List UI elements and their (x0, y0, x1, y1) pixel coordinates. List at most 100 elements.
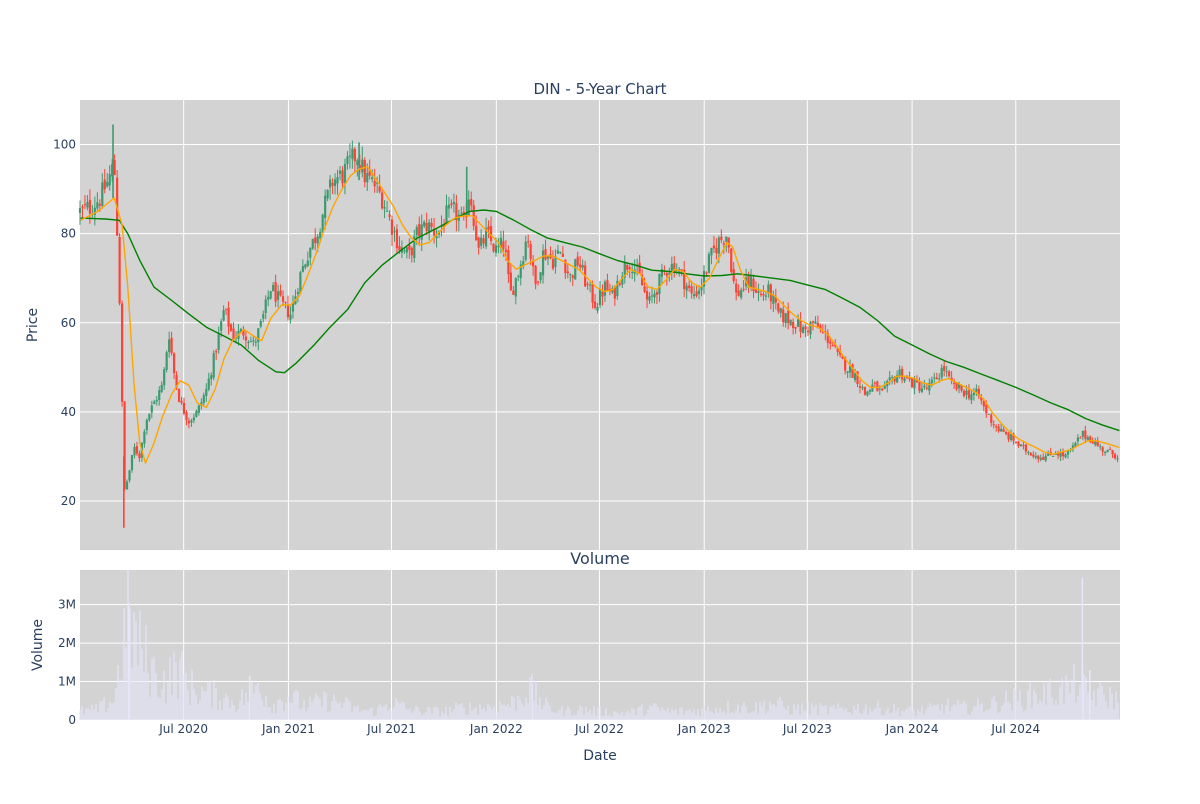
volume-spike-bar (1081, 577, 1084, 720)
candle-body (960, 385, 963, 391)
candle-body (150, 405, 153, 413)
candle-body (328, 179, 332, 188)
candle-body (888, 377, 891, 381)
volume-bar (797, 704, 799, 720)
volume-bar (891, 712, 893, 720)
volume-bar (1053, 704, 1055, 720)
volume-bar (875, 707, 877, 720)
volume-bar (91, 704, 93, 720)
candle-body (125, 481, 129, 490)
volume-bar (359, 712, 361, 720)
volume-bar (809, 714, 811, 720)
candle-body (965, 390, 968, 395)
volume-bar (1107, 708, 1109, 720)
candle-body (331, 182, 334, 186)
volume-bar (829, 706, 831, 720)
volume-bar (673, 710, 675, 720)
candle-body (395, 229, 399, 249)
volume-bar (1049, 678, 1051, 720)
volume-bar (403, 702, 405, 720)
volume-bar (1091, 699, 1093, 720)
candle-body (319, 231, 322, 239)
candle-body (752, 278, 755, 292)
volume-bar (561, 705, 563, 720)
volume-bar (733, 712, 735, 720)
candle-body (700, 286, 703, 291)
candle-body (460, 212, 463, 214)
candle-body (269, 291, 272, 299)
candle-body (616, 280, 619, 296)
volume-bar (237, 709, 239, 720)
volume-bar (177, 699, 179, 720)
volume-plot-background (80, 570, 1120, 720)
candle-body (737, 290, 740, 296)
volume-bar (1015, 689, 1017, 720)
candle-body (541, 250, 545, 276)
volume-bar (869, 707, 871, 720)
candle-body (296, 292, 300, 295)
volume-bar (181, 650, 183, 720)
volume-bar (557, 711, 559, 720)
candle-body (519, 264, 522, 279)
volume-bar (751, 711, 753, 720)
candle-body (868, 390, 872, 392)
volume-bar (1093, 690, 1095, 720)
volume-bar (507, 703, 509, 720)
volume-bar (265, 696, 267, 720)
volume-bar (213, 679, 215, 720)
volume-bar (801, 703, 803, 720)
volume-bar (367, 710, 369, 720)
volume-bar (135, 620, 137, 720)
candle-body (1086, 437, 1089, 440)
volume-bar (347, 698, 349, 720)
candle-body (769, 284, 772, 302)
candle-body (1081, 430, 1084, 437)
candle-body (480, 237, 483, 246)
volume-bar (541, 709, 543, 720)
volume-bar (185, 673, 187, 720)
volume-bar (279, 698, 281, 720)
volume-bar (823, 706, 825, 720)
candle-body (210, 375, 213, 380)
candle-body (187, 420, 191, 424)
volume-bar (389, 708, 391, 720)
volume-bar (393, 707, 395, 720)
volume-bar (239, 700, 241, 720)
volume-bar (719, 707, 721, 720)
volume-bar (337, 703, 339, 720)
candle-body (222, 310, 225, 321)
candle-body (950, 377, 953, 381)
candle-body (631, 272, 634, 274)
candle-body (566, 271, 569, 274)
volume-bar (773, 703, 775, 720)
price-tick-label: 80 (61, 227, 76, 241)
volume-bar (581, 707, 583, 720)
volume-bar (1011, 710, 1013, 720)
volume-bar (475, 707, 477, 720)
candle-body (1002, 429, 1005, 432)
candle-body (482, 238, 485, 244)
volume-bar (199, 700, 201, 720)
candle-body (78, 208, 82, 213)
candle-body (1101, 447, 1104, 452)
candle-body (425, 223, 428, 232)
volume-bar (375, 714, 377, 720)
candle-body (551, 259, 555, 269)
volume-bar (621, 711, 623, 720)
volume-bar (307, 707, 309, 720)
candle-body (712, 245, 716, 249)
volume-bar (555, 713, 557, 720)
volume-bar (897, 707, 899, 720)
volume-bar (937, 704, 939, 720)
candle-body (777, 303, 780, 312)
volume-bar (603, 715, 605, 720)
volume-bar (115, 688, 117, 720)
volume-bar (323, 691, 325, 720)
volume-bar (723, 711, 725, 720)
volume-bar (585, 706, 587, 720)
volume-bar (251, 682, 253, 720)
volume-bar (165, 703, 167, 720)
candle-body (898, 369, 901, 376)
volume-bar (357, 705, 359, 720)
candle-body (502, 241, 505, 249)
